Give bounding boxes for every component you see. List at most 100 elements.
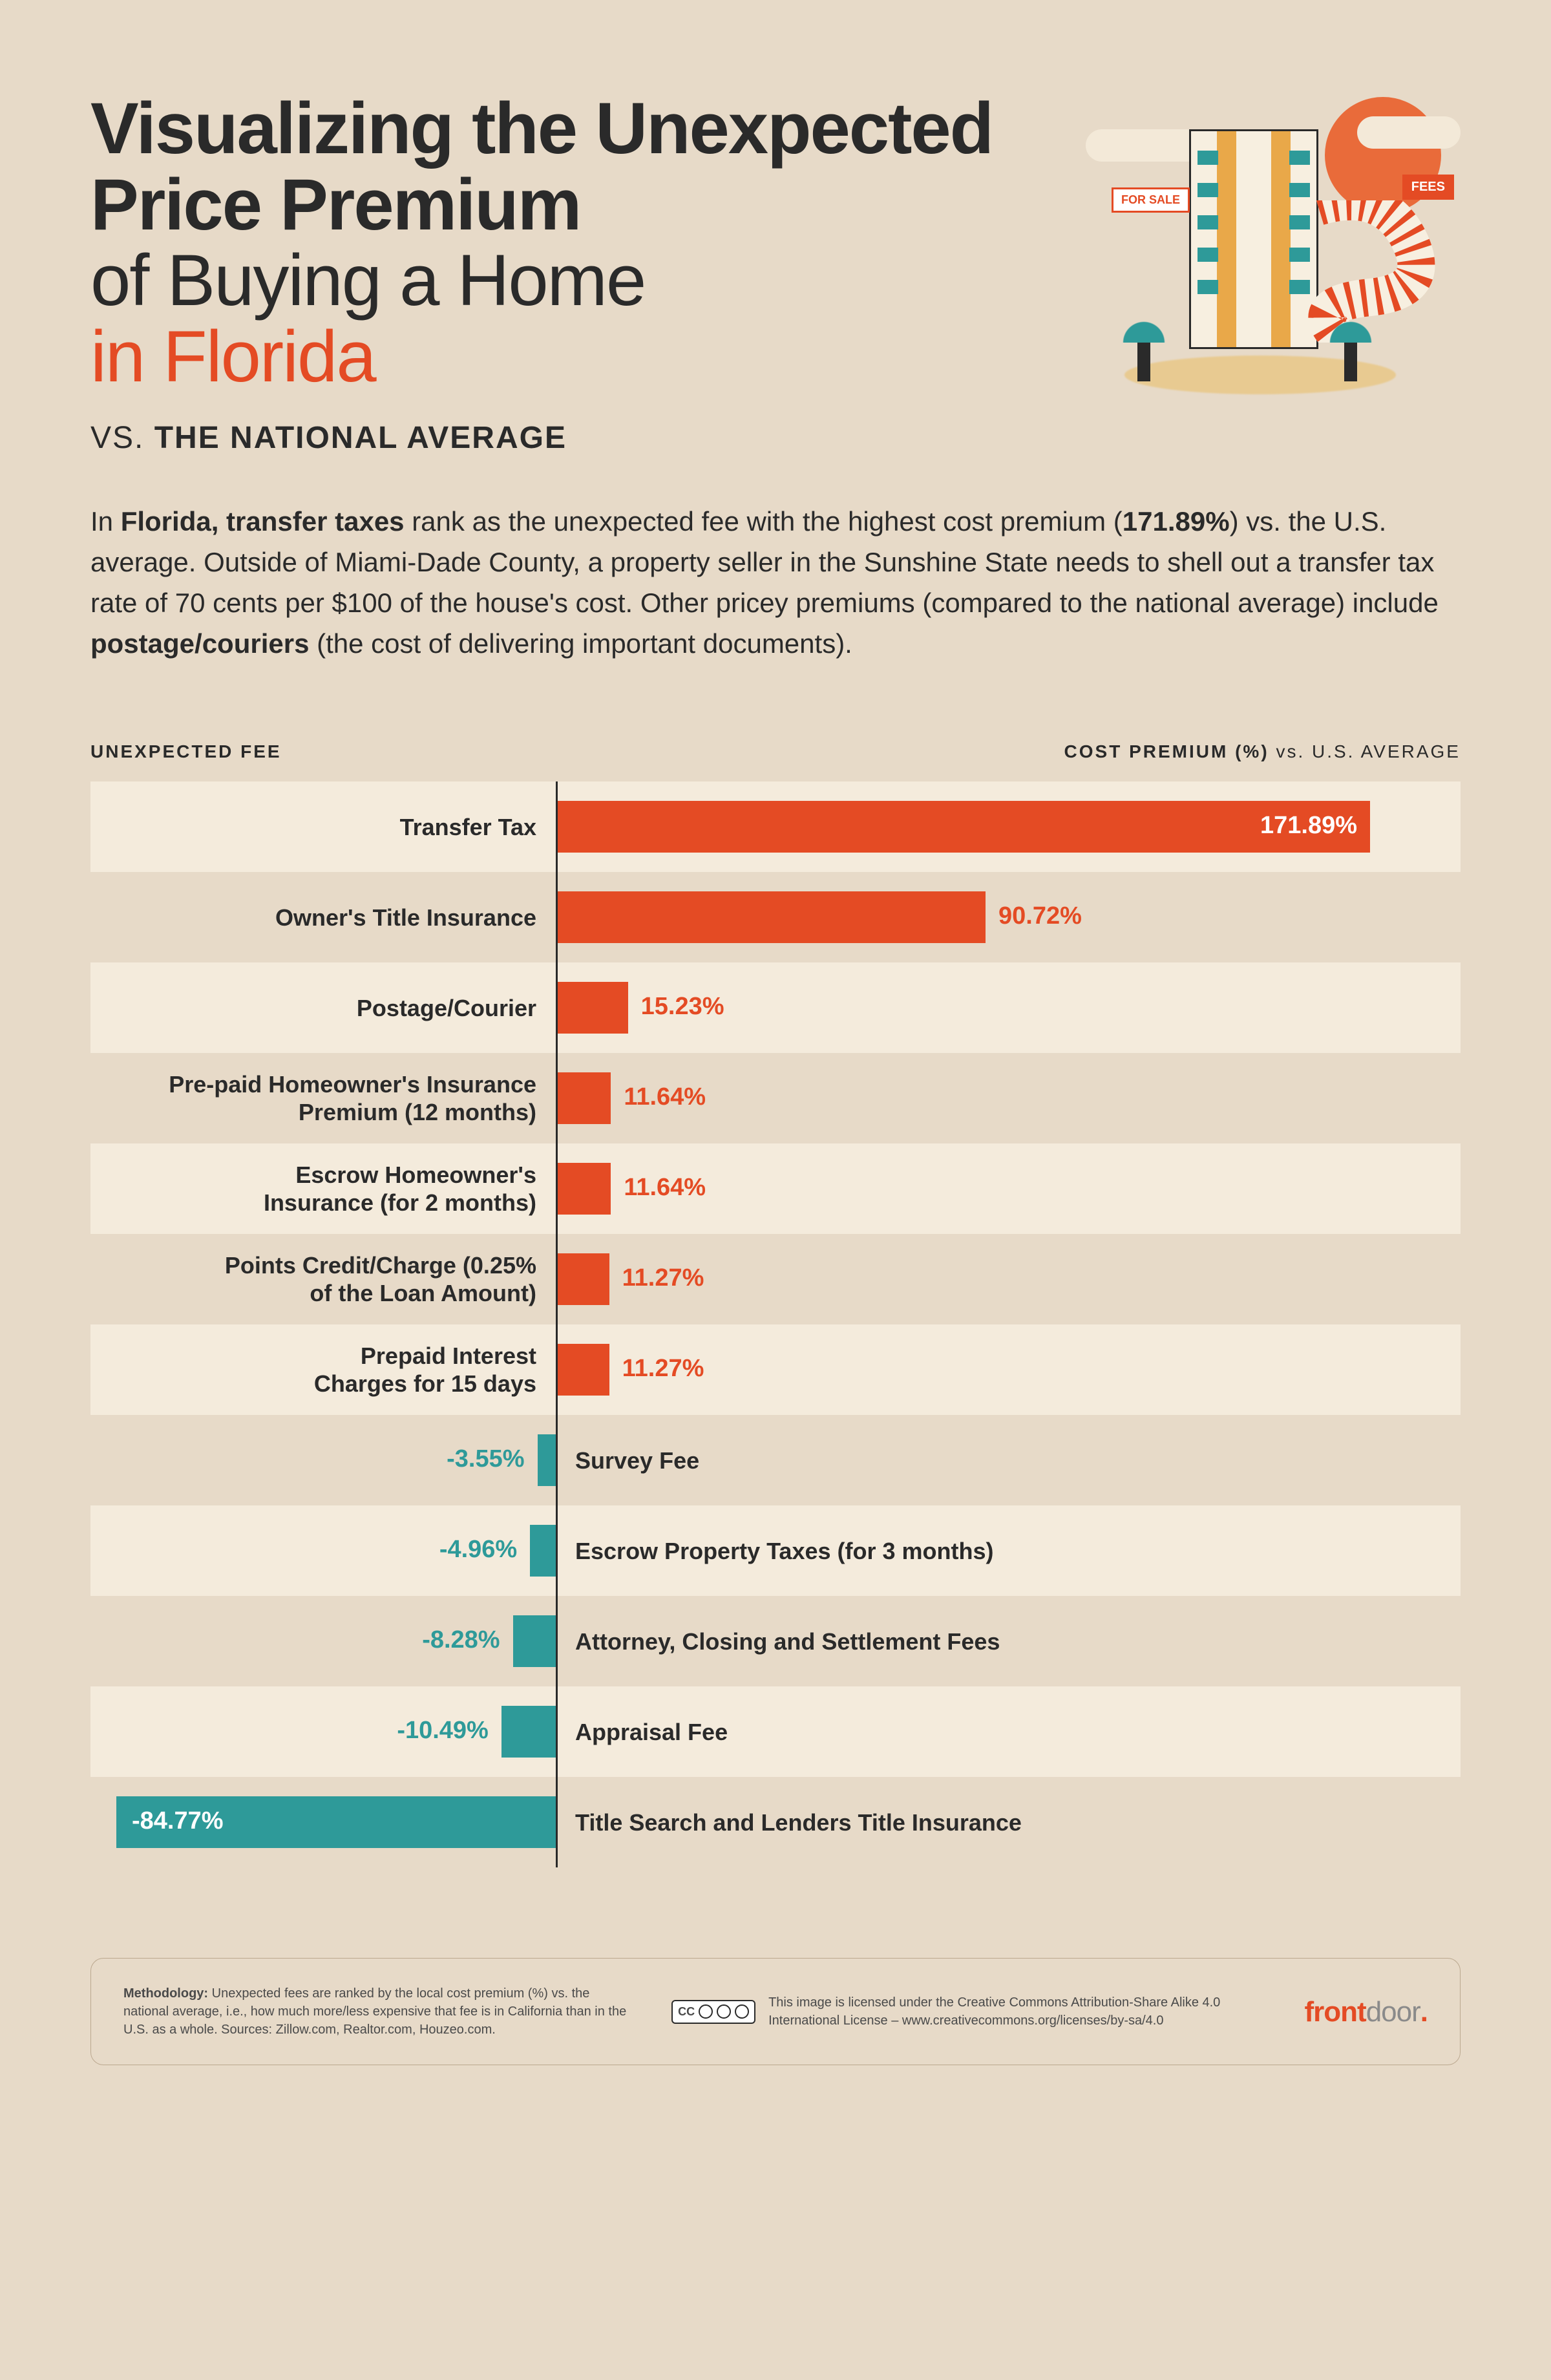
- bar-value: 11.27%: [622, 1355, 704, 1383]
- brand-sub: door: [1366, 1996, 1420, 2028]
- page-title: Visualizing the Unexpected Price Premium…: [90, 90, 1034, 394]
- row-label-cell: Appraisal Fee: [575, 1686, 728, 1777]
- chart-row: Escrow Homeowner'sInsurance (for 2 month…: [90, 1143, 1461, 1234]
- row-label: Survey Fee: [575, 1447, 699, 1474]
- row-label-cell: Attorney, Closing and Settlement Fees: [575, 1596, 1000, 1686]
- bar-value: -3.55%: [447, 1445, 524, 1473]
- row-label: Prepaid InterestCharges for 15 days: [314, 1342, 536, 1397]
- chart-row: Postage/Courier 15.23%: [90, 962, 1461, 1053]
- chart-header-right-main: COST PREMIUM (%): [1064, 741, 1269, 761]
- row-label-cell: Escrow Homeowner'sInsurance (for 2 month…: [90, 1143, 556, 1234]
- bar-value: -4.96%: [439, 1536, 517, 1564]
- chart-header: UNEXPECTED FEE COST PREMIUM (%) vs. U.S.…: [90, 741, 1461, 762]
- chart-row: Appraisal Fee-10.49%: [90, 1686, 1461, 1777]
- bar-value: -8.28%: [422, 1626, 500, 1654]
- bar-wrap: [501, 1706, 556, 1758]
- bar-value: -84.77%: [132, 1807, 224, 1835]
- license-text: This image is licensed under the Creativ…: [768, 1993, 1265, 2030]
- chart-row: Transfer Tax 171.89%: [90, 781, 1461, 872]
- row-label-cell: Pre-paid Homeowner's InsurancePremium (1…: [90, 1053, 556, 1143]
- title-line3: of Buying a Home: [90, 242, 1034, 319]
- bar-wrap: [556, 801, 1370, 853]
- for-sale-sign: FOR SALE: [1112, 187, 1190, 213]
- row-label: Attorney, Closing and Settlement Fees: [575, 1628, 1000, 1655]
- bar-wrap: [556, 1163, 611, 1215]
- subtitle-bold: THE NATIONAL AVERAGE: [154, 421, 567, 455]
- brand-logo: frontdoor.: [1305, 1992, 1428, 2032]
- chart-row: Points Credit/Charge (0.25%of the Loan A…: [90, 1234, 1461, 1324]
- axis-line: [556, 781, 558, 1867]
- chart-header-right-suffix: vs. U.S. AVERAGE: [1276, 741, 1461, 761]
- bar-wrap: [513, 1615, 556, 1667]
- row-label: Escrow Homeowner'sInsurance (for 2 month…: [264, 1161, 536, 1217]
- license-block: CC This image is licensed under the Crea…: [671, 1993, 1265, 2030]
- subtitle-vs: VS.: [90, 421, 144, 455]
- row-label-cell: Transfer Tax: [90, 781, 556, 872]
- row-label-cell: Postage/Courier: [90, 962, 556, 1053]
- methodology-label: Methodology:: [123, 1986, 208, 2001]
- bar-value: 90.72%: [998, 902, 1082, 930]
- building-icon: [1189, 129, 1318, 349]
- bar: [556, 1344, 609, 1396]
- bar-wrap: [556, 982, 628, 1034]
- methodology: Methodology: Unexpected fees are ranked …: [123, 1984, 633, 2039]
- row-label: Pre-paid Homeowner's InsurancePremium (1…: [169, 1070, 536, 1126]
- row-label: Points Credit/Charge (0.25%of the Loan A…: [225, 1251, 536, 1307]
- cc-badge-icon: CC: [671, 2000, 755, 2024]
- cloud-icon: [1357, 116, 1461, 149]
- subtitle: VS. THE NATIONAL AVERAGE: [90, 420, 1034, 456]
- bar-wrap: [556, 1253, 609, 1305]
- bar-value: 15.23%: [641, 993, 724, 1021]
- footer: Methodology: Unexpected fees are ranked …: [90, 1958, 1461, 2065]
- bar: [538, 1434, 556, 1486]
- bar-value: 11.27%: [622, 1264, 704, 1292]
- chart-row: Owner's Title Insurance 90.72%: [90, 872, 1461, 962]
- row-label-cell: Escrow Property Taxes (for 3 months): [575, 1505, 994, 1596]
- bar: [556, 982, 628, 1034]
- row-label-cell: Points Credit/Charge (0.25%of the Loan A…: [90, 1234, 556, 1324]
- intro-paragraph: In Florida, transfer taxes rank as the u…: [90, 501, 1461, 664]
- row-label-cell: Survey Fee: [575, 1415, 699, 1505]
- bar: [556, 801, 1370, 853]
- bar: [513, 1615, 556, 1667]
- bar: [530, 1525, 556, 1577]
- palm-icon: [1344, 323, 1357, 381]
- fees-sign: FEES: [1402, 175, 1454, 200]
- row-label: Owner's Title Insurance: [275, 904, 536, 931]
- row-label: Title Search and Lenders Title Insurance: [575, 1809, 1022, 1836]
- title-line4: in Florida: [90, 319, 1034, 395]
- bar: [556, 1072, 611, 1124]
- chart-row: Attorney, Closing and Settlement Fees -8.…: [90, 1596, 1461, 1686]
- bar: [501, 1706, 556, 1758]
- bar: [556, 1163, 611, 1215]
- row-label-cell: Title Search and Lenders Title Insurance: [575, 1777, 1022, 1867]
- bar: [556, 891, 986, 943]
- row-label: Postage/Courier: [357, 994, 536, 1022]
- row-label: Escrow Property Taxes (for 3 months): [575, 1537, 994, 1565]
- palm-icon: [1137, 323, 1150, 381]
- title-line1: Visualizing the Unexpected: [90, 88, 993, 169]
- chart-row: Escrow Property Taxes (for 3 months) -4.9…: [90, 1505, 1461, 1596]
- chart-row: Survey Fee -3.55%: [90, 1415, 1461, 1505]
- bar-wrap: [556, 891, 986, 943]
- chart-header-left: UNEXPECTED FEE: [90, 741, 556, 762]
- row-label: Appraisal Fee: [575, 1718, 728, 1746]
- chart-row: Title Search and Lenders Title Insurance…: [90, 1777, 1461, 1867]
- bar-wrap: [530, 1525, 556, 1577]
- row-label: Transfer Tax: [400, 813, 536, 841]
- row-label-cell: Owner's Title Insurance: [90, 872, 556, 962]
- bar-value: 11.64%: [624, 1083, 706, 1111]
- chart-row: Prepaid InterestCharges for 15 days 11.27…: [90, 1324, 1461, 1415]
- chart-header-right: COST PREMIUM (%) vs. U.S. AVERAGE: [556, 741, 1461, 762]
- diverging-bar-chart: Transfer Tax 171.89% Owner's Title Insuran…: [90, 781, 1461, 1867]
- cc-text: CC: [678, 2004, 695, 2020]
- bar-wrap: [556, 1072, 611, 1124]
- bar-value: 11.64%: [624, 1174, 706, 1202]
- hero-illustration: FOR SALE FEES: [1060, 90, 1461, 401]
- row-label-cell: Prepaid InterestCharges for 15 days: [90, 1324, 556, 1415]
- bar-value: 171.89%: [1260, 812, 1357, 840]
- bar-wrap: [556, 1344, 609, 1396]
- title-line2: Price Premium: [90, 164, 580, 245]
- chart-row: Pre-paid Homeowner's InsurancePremium (1…: [90, 1053, 1461, 1143]
- bar-wrap: [538, 1434, 556, 1486]
